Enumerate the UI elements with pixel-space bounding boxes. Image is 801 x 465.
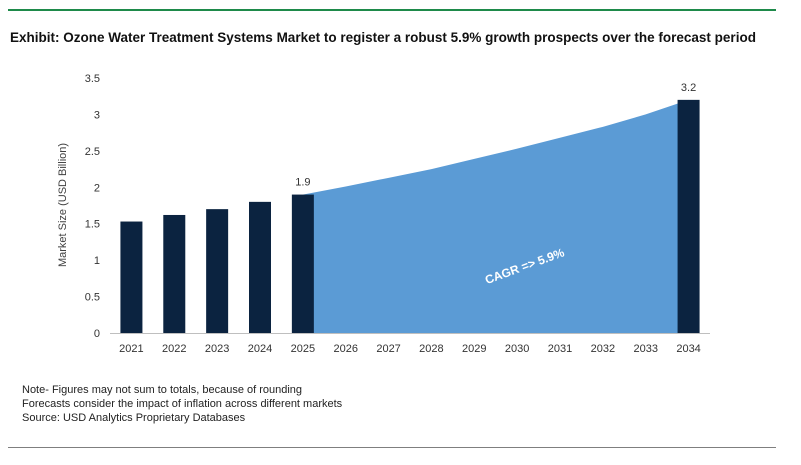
x-tick-label: 2025 — [291, 343, 315, 355]
x-tick-label: 2023 — [205, 343, 229, 355]
y-tick-label: 3.5 — [85, 73, 100, 85]
x-tick-label: 2026 — [333, 343, 357, 355]
bar-2024 — [249, 201, 271, 333]
y-tick-label: 2.5 — [85, 146, 100, 158]
y-tick-label: 0.5 — [85, 292, 100, 304]
x-tick-label: 2024 — [248, 343, 272, 355]
forecast-area — [302, 99, 689, 333]
data-label-2034: 3.2 — [681, 82, 696, 94]
note-inflation: Forecasts consider the impact of inflati… — [22, 398, 343, 410]
notes: Note- Figures may not sum to totals, bec… — [22, 383, 342, 425]
x-tick-label: 2027 — [376, 343, 400, 355]
x-tick-label: 2030 — [505, 343, 529, 355]
chart-title: Exhibit: Ozone Water Treatment Systems M… — [10, 30, 756, 45]
x-tick-label: 2021 — [119, 343, 143, 355]
note-rounding: Note- Figures may not sum to totals, bec… — [22, 384, 303, 396]
bar-2023 — [206, 209, 229, 333]
bottom-rule — [8, 447, 776, 448]
x-tick-label: 2029 — [462, 343, 486, 355]
y-tick-label: 1 — [94, 255, 100, 267]
x-tick-label: 2031 — [548, 343, 572, 355]
y-tick-label: 3 — [94, 109, 100, 121]
data-label-2025: 1.9 — [295, 177, 310, 189]
x-tick-label: 2032 — [591, 343, 615, 355]
y-axis-label: Market Size (USD Billion) — [57, 143, 69, 267]
bar-2025 — [291, 194, 314, 333]
bar-2034 — [677, 99, 700, 333]
note-source: Source: USD Analytics Proprietary Databa… — [22, 412, 246, 424]
x-tick-label: 2033 — [633, 343, 657, 355]
x-tick-label: 2034 — [676, 343, 700, 355]
bar-2022 — [163, 214, 186, 333]
top-rule — [8, 9, 776, 11]
x-tick-label: 2028 — [419, 343, 443, 355]
bar-2021 — [120, 221, 143, 333]
y-tick-label: 1.5 — [85, 219, 100, 231]
y-tick-label: 0 — [94, 328, 100, 340]
y-tick-label: 2 — [94, 182, 100, 194]
x-tick-label: 2022 — [162, 343, 186, 355]
